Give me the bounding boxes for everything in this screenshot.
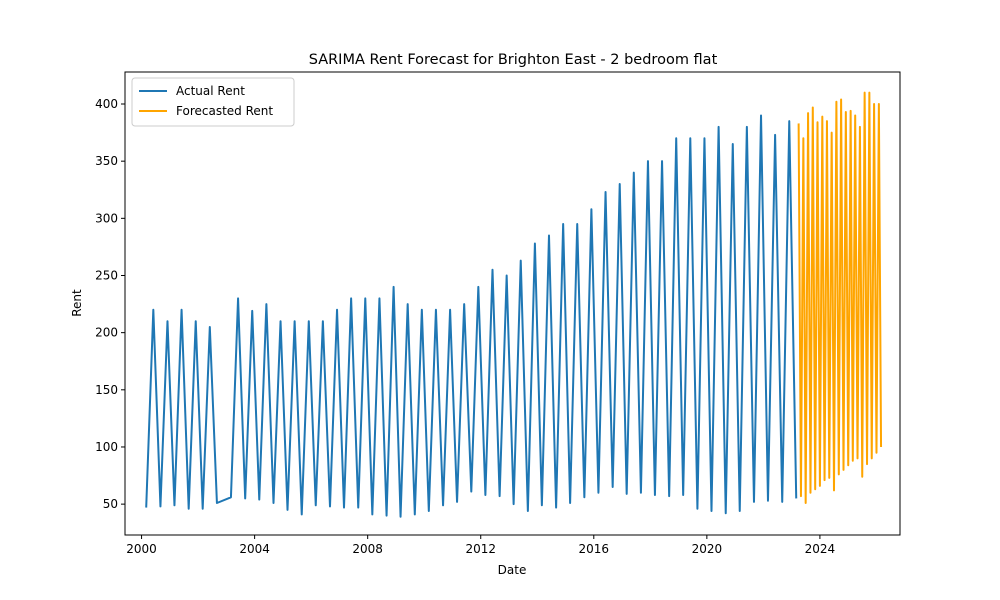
y-tick-label: 100	[95, 440, 118, 454]
y-tick-label: 350	[95, 154, 118, 168]
chart-title: SARIMA Rent Forecast for Brighton East -…	[309, 52, 718, 68]
series-line-actual-rent	[145, 114, 798, 518]
series-line-forecasted-rent	[797, 91, 883, 504]
legend-box	[131, 77, 295, 127]
y-tick-label: 50	[103, 497, 118, 511]
x-axis-label: Date	[498, 563, 527, 577]
legend: Actual Rent Forecasted Rent	[131, 77, 295, 127]
y-tick-label: 200	[95, 326, 118, 340]
legend-label-forecast: Forecasted Rent	[176, 104, 273, 118]
y-tick-label: 400	[95, 97, 118, 111]
legend-label-actual: Actual Rent	[176, 84, 245, 98]
x-tick-label: 2004	[239, 542, 270, 556]
x-tick-label: 2000	[126, 542, 157, 556]
plot-frame	[124, 71, 901, 536]
x-tick-label: 2020	[692, 542, 723, 556]
y-axis-label: Rent	[70, 289, 84, 317]
x-tick-label: 2008	[352, 542, 383, 556]
plot-lines	[145, 91, 883, 518]
y-tick-label: 300	[95, 211, 118, 225]
y-axis: 50 100 150 200 250 300 350 400	[95, 97, 125, 511]
x-tick-label: 2012	[465, 542, 496, 556]
y-tick-label: 150	[95, 383, 118, 397]
x-tick-label: 2024	[805, 542, 836, 556]
y-tick-label: 250	[95, 268, 118, 282]
x-tick-label: 2016	[579, 542, 610, 556]
x-axis: 2000 2004 2008 2012 2016 2020 2024	[126, 535, 835, 556]
